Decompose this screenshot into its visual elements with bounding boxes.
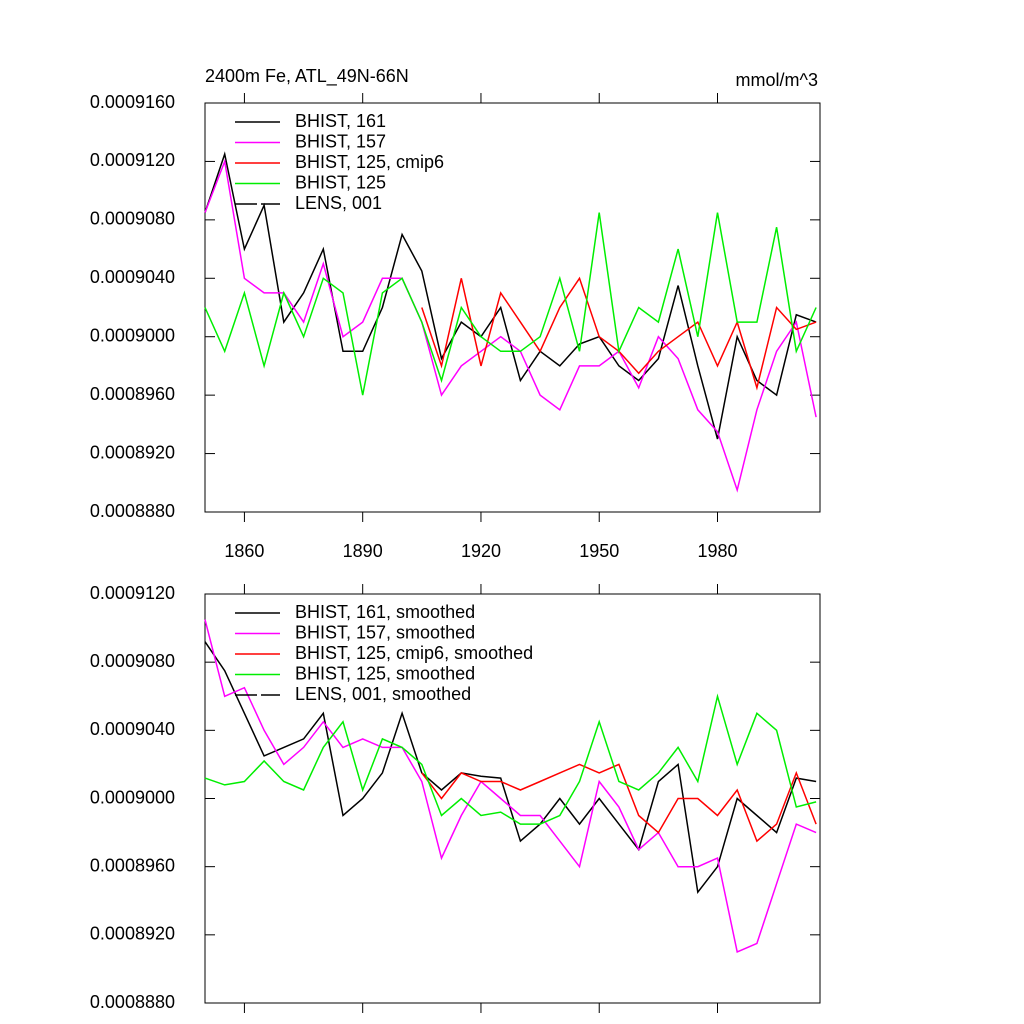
y-tick-label: 0.0008960 [90, 384, 175, 404]
legend-label: LENS, 001 [295, 193, 382, 213]
legend-label: BHIST, 125, smoothed [295, 663, 475, 683]
legend-label: BHIST, 125, cmip6, smoothed [295, 643, 533, 663]
legend-label: BHIST, 161 [295, 111, 386, 131]
y-tick-label: 0.0009080 [90, 651, 175, 671]
y-tick-label: 0.0008920 [90, 924, 175, 944]
y-tick-label: 0.0008960 [90, 855, 175, 875]
y-tick-label: 0.0009080 [90, 209, 175, 229]
x-tick-label: 1980 [697, 541, 737, 561]
series-line [204, 693, 817, 825]
series-line [204, 619, 817, 953]
y-tick-label: 0.0008880 [90, 992, 175, 1012]
y-tick-label: 0.0009120 [90, 150, 175, 170]
legend-label: BHIST, 157 [295, 131, 386, 151]
x-tick-label: 1890 [343, 541, 383, 561]
legend-label: LENS, 001, smoothed [295, 684, 471, 704]
chart-title: 2400m Fe, ATL_49N-66N [205, 66, 409, 87]
y-tick-label: 0.0009040 [90, 267, 175, 287]
units-label: mmol/m^3 [736, 70, 818, 90]
series-line [204, 212, 817, 396]
series-line [204, 158, 817, 493]
y-tick-label: 0.0009040 [90, 719, 175, 739]
legend-label: BHIST, 161, smoothed [295, 602, 475, 622]
x-tick-label: 1860 [224, 541, 264, 561]
legend-label: BHIST, 125 [295, 172, 386, 192]
series-line [204, 641, 817, 895]
series-line [421, 276, 817, 391]
legend-label: BHIST, 125, cmip6 [295, 152, 444, 172]
y-tick-label: 0.0008880 [90, 501, 175, 521]
y-tick-label: 0.0009160 [90, 92, 175, 112]
y-tick-label: 0.0008920 [90, 442, 175, 462]
y-tick-label: 0.0009000 [90, 325, 175, 345]
y-tick-label: 0.0009120 [90, 583, 175, 603]
legend-label: BHIST, 157, smoothed [295, 622, 475, 642]
series-line [421, 763, 817, 843]
y-tick-label: 0.0009000 [90, 787, 175, 807]
x-tick-label: 1950 [579, 541, 619, 561]
x-tick-label: 1920 [461, 541, 501, 561]
